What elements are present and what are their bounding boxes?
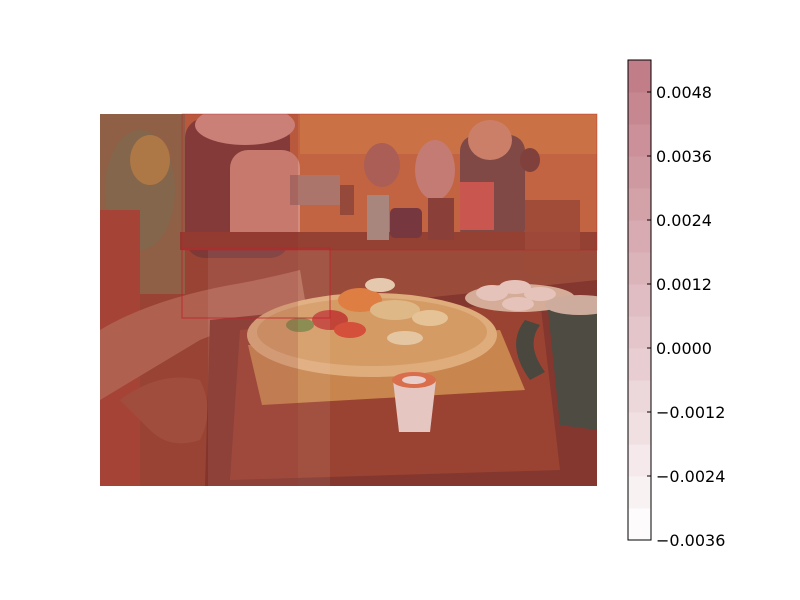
colorbar-step [628,380,651,413]
colorbar: 0.0048 0.0036 0.0024 0.0012 0.0000 −0.0012 −0.… [627,59,725,550]
colorbar-step [628,92,651,125]
colorbar-step [628,316,651,349]
colorbar-step [628,60,651,93]
colorbar-step [628,348,651,381]
heatmap-cell-left [100,114,298,486]
heatmap-highlight-box-2 [181,113,598,251]
colorbar-step [628,284,651,317]
colorbar-step [628,476,651,509]
colorbar-step [628,124,651,157]
colorbar-tick-label: −0.0036 [656,531,725,550]
heatmap-cell-top-mid [182,114,597,250]
colorbar-step [628,188,651,221]
heatmap-highlight-box [181,247,331,319]
colorbar-tick-label: −0.0024 [656,467,725,486]
colorbar-tick-label: 0.0024 [656,211,712,230]
heatmap-cell-center [208,250,330,486]
background-photo [100,114,597,486]
colorbar-step [628,220,651,253]
colorbar-step [628,156,651,189]
colorbar-frame [627,59,652,541]
colorbar-step [628,412,651,445]
colorbar-step [628,508,651,541]
colorbar-tick-label: −0.0012 [656,403,725,422]
colorbar-tick-label: 0.0000 [656,339,712,358]
colorbar-step [628,444,651,477]
colorbar-step [628,252,651,285]
heatmap-overlay [100,113,598,486]
heatmap-base-tint [100,114,597,486]
colorbar-tick-label: 0.0012 [656,275,712,294]
colorbar-tick-label: 0.0048 [656,83,712,102]
colorbar-tick-label: 0.0036 [656,147,712,166]
